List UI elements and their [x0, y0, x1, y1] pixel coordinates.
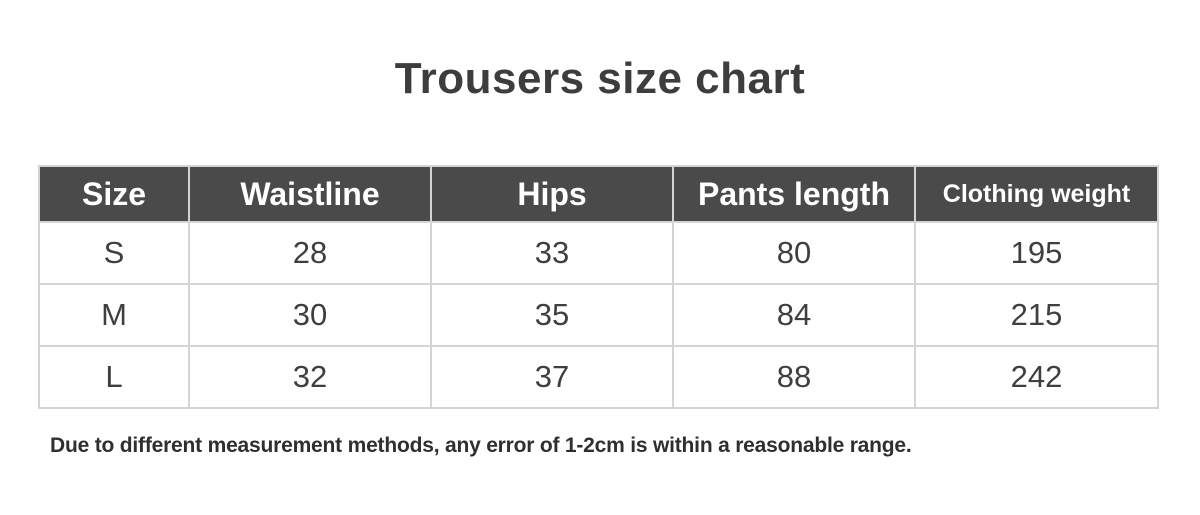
header-cell-waistline: Waistline [188, 165, 432, 223]
table-cell-hips: 35 [430, 283, 674, 347]
table-cell-waistline: 28 [188, 221, 432, 285]
table-cell-clothing-weight: 195 [914, 221, 1159, 285]
header-cell-clothing-weight: Clothing weight [914, 165, 1159, 223]
header-cell-size: Size [38, 165, 190, 223]
table-cell-clothing-weight: 242 [914, 345, 1159, 409]
table-row: M 30 35 84 215 [38, 283, 1159, 347]
table-cell-hips: 37 [430, 345, 674, 409]
header-cell-hips: Hips [430, 165, 674, 223]
page-title: Trousers size chart [394, 54, 806, 103]
table-cell-size: M [38, 283, 190, 347]
table-cell-pants-length: 88 [672, 345, 916, 409]
size-table: Size Waistline Hips Pants length Clothin… [38, 165, 1159, 409]
table-cell-clothing-weight: 215 [914, 283, 1159, 347]
table-cell-pants-length: 84 [672, 283, 916, 347]
table-cell-waistline: 32 [188, 345, 432, 409]
table-row: L 32 37 88 242 [38, 345, 1159, 409]
table-cell-pants-length: 80 [672, 221, 916, 285]
table-cell-size: S [38, 221, 190, 285]
header-cell-pants-length: Pants length [672, 165, 916, 223]
table-cell-size: L [38, 345, 190, 409]
table-row: S 28 33 80 195 [38, 221, 1159, 285]
table-header-row: Size Waistline Hips Pants length Clothin… [38, 165, 1159, 223]
table-cell-hips: 33 [430, 221, 674, 285]
table-cell-waistline: 30 [188, 283, 432, 347]
measurement-footnote: Due to different measurement methods, an… [50, 434, 912, 457]
